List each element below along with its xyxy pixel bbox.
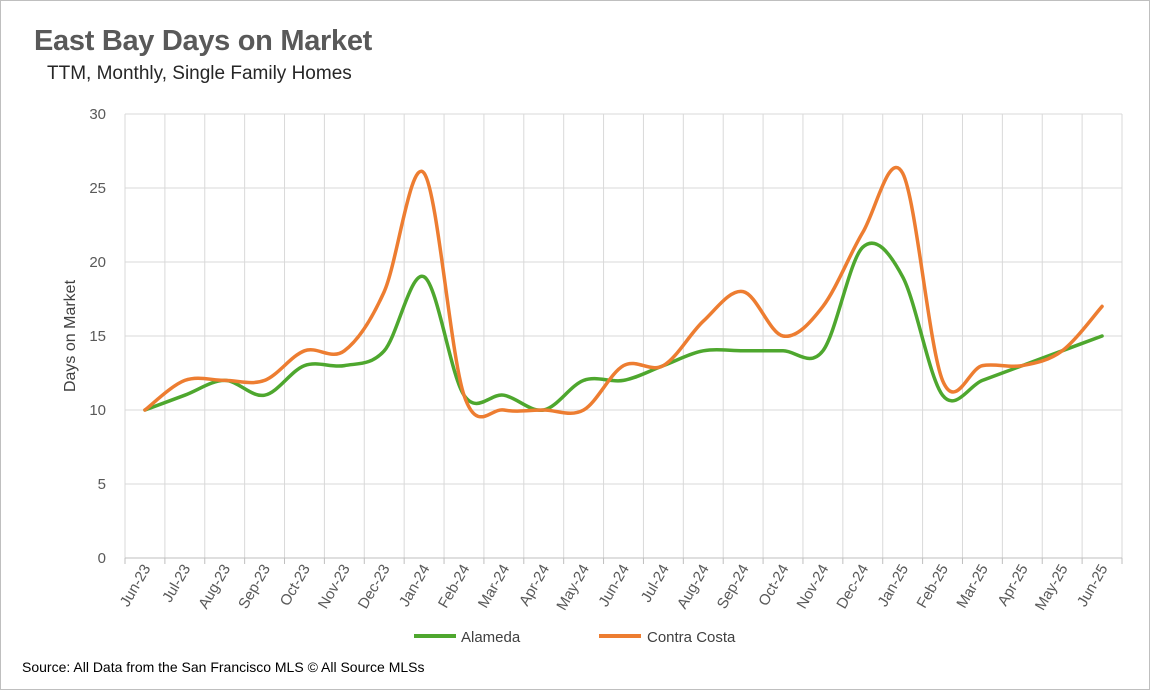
x-tick-label: Oct-23: [277, 562, 314, 609]
x-tick-label: Aug-23: [195, 562, 234, 612]
x-tick-label: Feb-24: [435, 562, 473, 612]
x-tick-label: Jan-24: [396, 562, 434, 610]
chart-subtitle: TTM, Monthly, Single Family Homes: [47, 63, 352, 84]
x-tick-label: May-25: [1032, 562, 1072, 614]
x-tick-label: Oct-24: [755, 562, 792, 609]
y-tick-label: 20: [89, 254, 106, 271]
x-tick-label: Mar-25: [953, 561, 991, 611]
x-tick-label: Mar-24: [475, 562, 513, 612]
x-tick-label: Jun-25: [1074, 562, 1112, 610]
y-tick-label: 5: [98, 476, 106, 493]
series-line-alameda: [143, 241, 1104, 412]
x-tick-label: Jan-25: [874, 562, 912, 610]
x-tick-label: Sep-24: [714, 562, 753, 612]
series-lines: [143, 165, 1104, 419]
x-tick-label: Nov-23: [315, 562, 354, 612]
y-tick-label: 10: [89, 402, 106, 419]
x-tick-label: Jul-23: [159, 562, 194, 606]
y-tick-label: 30: [89, 106, 106, 123]
y-tick-label: 25: [89, 180, 106, 197]
legend-label-alameda: Alameda: [461, 629, 521, 646]
x-tick-label: Aug-24: [674, 562, 713, 612]
x-tick-label: Feb-25: [914, 562, 952, 612]
x-tick-label: Dec-24: [833, 562, 872, 612]
x-tick-label: Apr-24: [516, 562, 553, 609]
x-tick-label: Apr-25: [995, 562, 1032, 609]
x-tick-label: Nov-24: [793, 562, 832, 612]
chart-title: East Bay Days on Market: [34, 25, 373, 57]
x-tick-label: Sep-23: [235, 562, 274, 612]
series-line-contra-costa: [143, 165, 1104, 419]
x-tick-label: Jun-24: [595, 562, 633, 610]
y-tick-label: 15: [89, 328, 106, 345]
x-tick-label: Dec-23: [355, 562, 394, 612]
y-tick-label: 0: [98, 550, 106, 567]
grid-lines: [124, 113, 1123, 558]
legend-label-contra-costa: Contra Costa: [647, 629, 736, 646]
source-note: Source: All Data from the San Francisco …: [22, 659, 425, 675]
legend: Alameda Contra Costa: [414, 629, 736, 646]
x-tick-label: May-24: [553, 562, 593, 614]
y-axis-label: Days on Market: [62, 279, 79, 392]
axes: [124, 557, 1123, 564]
x-tick-label: Jul-24: [638, 562, 673, 606]
x-tick-label: Jun-23: [117, 562, 155, 610]
